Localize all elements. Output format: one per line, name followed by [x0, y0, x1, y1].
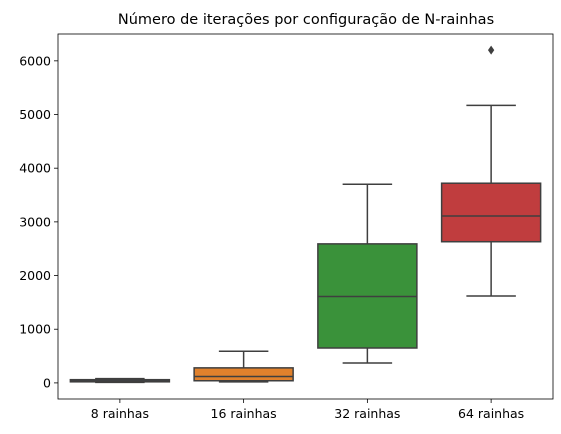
- box-iqr: [193, 367, 294, 382]
- x-tick-label: 32 rainhas: [334, 406, 400, 421]
- box-group: [317, 183, 418, 364]
- plot-frame: [57, 33, 554, 400]
- box-group: [69, 377, 171, 384]
- y-tick-label: 6000: [19, 53, 51, 68]
- chart-title: Número de iterações por configuração de …: [118, 12, 494, 28]
- x-axis: 8 rainhas 16 rainhas 32 rainhas 64 rainhas: [91, 399, 524, 421]
- y-axis: 0 1000 2000 3000 4000 5000 6000: [19, 53, 58, 390]
- box-group: [440, 45, 542, 297]
- box-iqr: [440, 182, 542, 243]
- y-tick-label: 3000: [19, 214, 51, 229]
- x-tick-label: 8 rainhas: [91, 406, 149, 421]
- outlier-point: [487, 45, 495, 55]
- boxes-layer: [69, 45, 542, 384]
- box-group: [193, 350, 294, 383]
- x-tick-label: 16 rainhas: [211, 406, 277, 421]
- x-tick-label: 64 rainhas: [458, 406, 524, 421]
- y-tick-label: 1000: [19, 322, 51, 337]
- y-tick-label: 0: [43, 375, 51, 390]
- y-tick-label: 4000: [19, 161, 51, 176]
- y-tick-label: 2000: [19, 268, 51, 283]
- y-tick-label: 5000: [19, 107, 51, 122]
